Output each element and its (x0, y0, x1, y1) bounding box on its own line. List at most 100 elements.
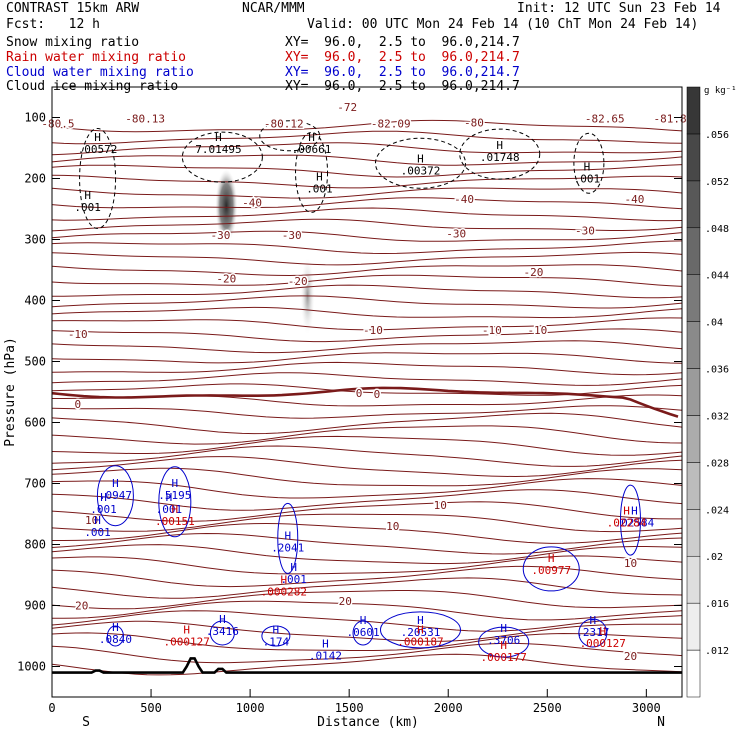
cloud-water-contour (96, 465, 134, 527)
cloud-water-contour (619, 484, 641, 556)
cloud-water-max-marker: H (112, 621, 119, 634)
cloud-water-max-value: .0601 (346, 626, 379, 639)
model-title: CONTRAST 15km ARW (6, 1, 140, 16)
y-axis-label: Pressure (hPa) (3, 337, 18, 447)
temperature-label: 0 (74, 398, 81, 411)
isotherm-line (51, 405, 683, 419)
colorbar-tick-label: .024 (705, 505, 729, 516)
cloud-ice-max-value: .001 (306, 183, 333, 196)
plot-frame (51, 86, 683, 698)
isotherm-line (51, 577, 683, 599)
cloud-ice-max-marker: H (417, 152, 424, 165)
field-xy-cloudice: XY= 96.0, 2.5 to 96.0,214.7 (285, 79, 520, 94)
cloud-ice-contour (181, 131, 263, 183)
temperature-label: 0 (356, 387, 363, 400)
rain-water-max-value: .02284 (607, 516, 647, 529)
cloud-water-max-marker: H (322, 637, 329, 650)
cloud-water-max-marker: H (273, 623, 280, 636)
isotherm-line (52, 600, 683, 621)
cloud-water-contour (261, 625, 291, 647)
rain-water-max-value: .00977 (531, 564, 571, 577)
cloud-water-contour (277, 502, 299, 574)
rain-water-max-marker: H (417, 623, 424, 636)
cloud-water-max-marker: H (112, 477, 119, 490)
colorbar-bin (686, 368, 701, 416)
colorbar-bin (686, 649, 701, 698)
temperature-label: 10 (624, 557, 637, 570)
temperature-label: -72 (337, 101, 357, 114)
isotherm-line (51, 412, 683, 435)
cloud-water-max-value: .001 (280, 573, 307, 586)
cloud-ice-contour (573, 132, 605, 194)
cloud-ice-max-value: .00372 (401, 164, 441, 177)
x-endpoint-south: S (82, 715, 90, 730)
x-tick-label: 0 (48, 701, 55, 715)
cloud-water-max-marker: H (417, 614, 424, 627)
cloud-water-max-marker: H (590, 614, 597, 627)
y-tick-label: 900 (24, 599, 46, 613)
isotherm-line (51, 565, 683, 588)
isotherm-line (51, 251, 683, 266)
isotherm-line (51, 620, 682, 642)
cloud-water-max-value: .02584 (615, 516, 655, 529)
x-tick-label: 500 (140, 701, 162, 715)
temperature-label: -80.5 (41, 118, 74, 131)
y-tick-label: 800 (24, 538, 46, 552)
cloud-water-max-marker: H (631, 504, 638, 517)
colorbar: .012 .016 .02 .024 .028 .032 .036 .04 .044 .048 .0… (686, 86, 737, 698)
colorbar-tick-label: .044 (705, 271, 729, 282)
temperature-label: -81.8 (654, 113, 687, 126)
isotherm-line (52, 522, 683, 544)
temperature-label: -82.09 (371, 118, 411, 131)
rain-water-max-marker: H (623, 504, 630, 517)
cloud-water-contour (578, 618, 608, 648)
cloud-water-max-value: .0947 (99, 489, 132, 502)
isotherm-line (51, 544, 683, 565)
temperature-label: -30 (446, 227, 466, 240)
isotherm-line (51, 187, 683, 199)
temperature-label: -20 (523, 266, 543, 279)
y-tick-label: 500 (24, 355, 46, 369)
temperature-label: 20 (75, 600, 88, 613)
temperature-label: -20 (288, 275, 308, 288)
cloud-water-max-value: .3416 (206, 625, 239, 638)
isotherm-line (51, 555, 683, 575)
field-xy-cloudwater: XY= 96.0, 2.5 to 96.0,214.7 (285, 65, 520, 80)
zero-isotherm (51, 386, 679, 418)
temperature-label: -40 (454, 193, 474, 206)
x-tick-label: 1500 (335, 701, 364, 715)
cloud-ice-max-marker: H (584, 160, 591, 173)
temperature-label: -10 (68, 328, 88, 341)
field-name-cloudice: Cloud ice mixing ratio (6, 79, 179, 94)
isotherm-line (51, 218, 683, 232)
colorbar-tick-label: .028 (705, 458, 729, 469)
temperature-label: -10 (482, 324, 502, 337)
colorbar-bin (686, 274, 701, 322)
isotherm-line (51, 361, 683, 376)
cloud-ice-max-marker: H (84, 189, 91, 202)
cloud-water-max-marker: H (290, 561, 297, 574)
cloud-water-contour (209, 620, 235, 646)
colorbar-tick-label: .012 (705, 646, 729, 657)
isotherm-line (51, 295, 683, 309)
cloud-water-max-value: .5195 (158, 489, 191, 502)
rain-water-max-marker: H (500, 639, 507, 652)
cloud-ice-max-value: .01748 (480, 151, 520, 164)
temperature-label: -30 (282, 229, 302, 242)
isotherm-line (51, 467, 683, 487)
isotherm-line (51, 142, 683, 156)
isotherm-line (51, 532, 683, 555)
isotherm-line (51, 435, 683, 456)
cloud-ice-max-value: .001 (74, 201, 101, 214)
cloud-ice-max-value: .00572 (78, 143, 118, 156)
valid-time: Valid: 00 UTC Mon 24 Feb 14 (10 ChT Mon … (307, 17, 699, 32)
isotherm-line (51, 207, 683, 222)
temperature-label: -80.12 (264, 118, 304, 131)
rain-water-max-value: .000127 (164, 635, 210, 648)
forecast-hour: Fcst: 12 h (6, 17, 100, 32)
cloud-water-max-value: .2041 (271, 541, 304, 554)
colorbar-tick-label: .02 (705, 552, 723, 563)
cloud-ice-contour (259, 120, 321, 152)
colorbar-bin (686, 227, 701, 275)
